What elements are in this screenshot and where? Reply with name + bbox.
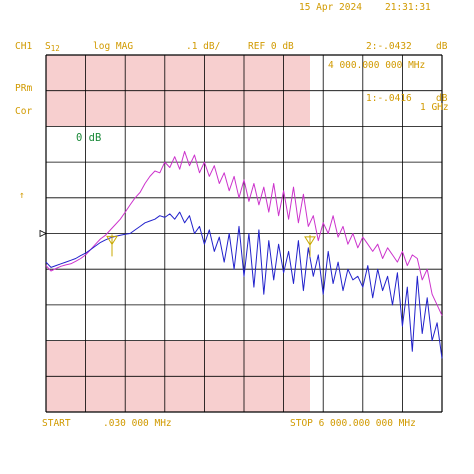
start-label: START	[42, 418, 71, 429]
reference-position-arrow: ↑	[19, 190, 25, 201]
parameter-label: S12	[45, 41, 60, 53]
channel-label: CH1	[15, 41, 33, 52]
marker-2	[304, 234, 316, 257]
marker-symbols	[106, 234, 316, 257]
start-frequency: .030 000 MHz	[103, 418, 172, 429]
marker-1	[106, 234, 118, 257]
parameter-subscript: 12	[50, 44, 60, 53]
date-label: 15 Apr 2024	[299, 2, 362, 13]
marker2-unit: dB	[436, 41, 448, 52]
marker2-readout: 2:-.0432	[366, 41, 412, 52]
graticule	[39, 54, 443, 413]
reference-position-tick	[39, 229, 47, 238]
marker1-frequency: 1 GHz	[420, 102, 449, 113]
marker1-unit: dB	[436, 93, 448, 104]
correction-indicator: Cor	[15, 106, 33, 117]
marker2-frequency: 4 000.000 000 MHz	[328, 60, 426, 71]
time-label: 21:31:31	[385, 2, 431, 13]
stop-frequency: STOP 6 000.000 000 MHz	[290, 418, 416, 429]
format-label: log MAG	[93, 41, 134, 52]
reference-label: REF 0 dB	[248, 41, 294, 52]
reference-level-label: 0 dB	[76, 132, 102, 144]
parameter-prefix: S	[45, 41, 51, 52]
prm-indicator: PRm	[15, 83, 33, 94]
trace-1	[45, 150, 443, 316]
marker1-readout: 1:-.0416	[366, 93, 412, 104]
scale-label: .1 dB/	[186, 41, 221, 52]
